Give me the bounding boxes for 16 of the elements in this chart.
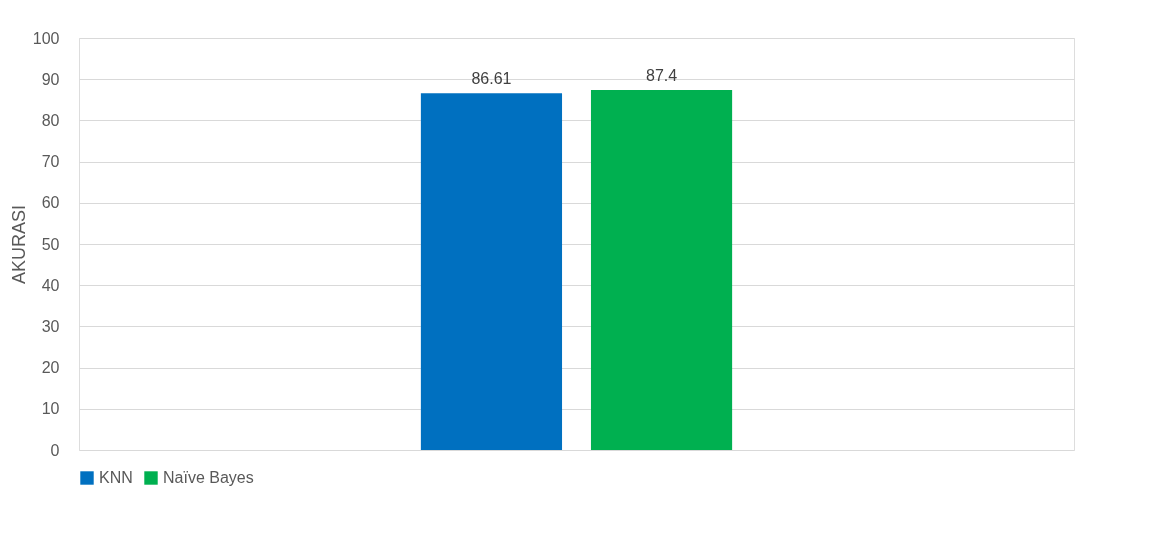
y-tick-label: 30: [41, 317, 60, 335]
legend-label: Naïve Bayes: [163, 469, 254, 486]
y-tick-label: 20: [41, 359, 60, 377]
data-label: 86.61: [471, 70, 512, 88]
y-tick-label: 50: [41, 235, 60, 253]
y-tick-label: 100: [32, 29, 60, 47]
y-axis-title: AKURASI: [8, 204, 29, 285]
y-tick-label: 90: [41, 70, 60, 88]
y-tick-label: 70: [41, 153, 60, 171]
data-label: 87.4: [645, 66, 678, 84]
y-tick-label: 80: [41, 111, 60, 129]
y-tick-label: 0: [50, 441, 60, 459]
y-tick-label: 40: [41, 276, 60, 294]
y-tick-label: 10: [41, 400, 60, 418]
y-tick-label: 60: [41, 194, 60, 212]
legend-label: KNN: [99, 469, 133, 486]
